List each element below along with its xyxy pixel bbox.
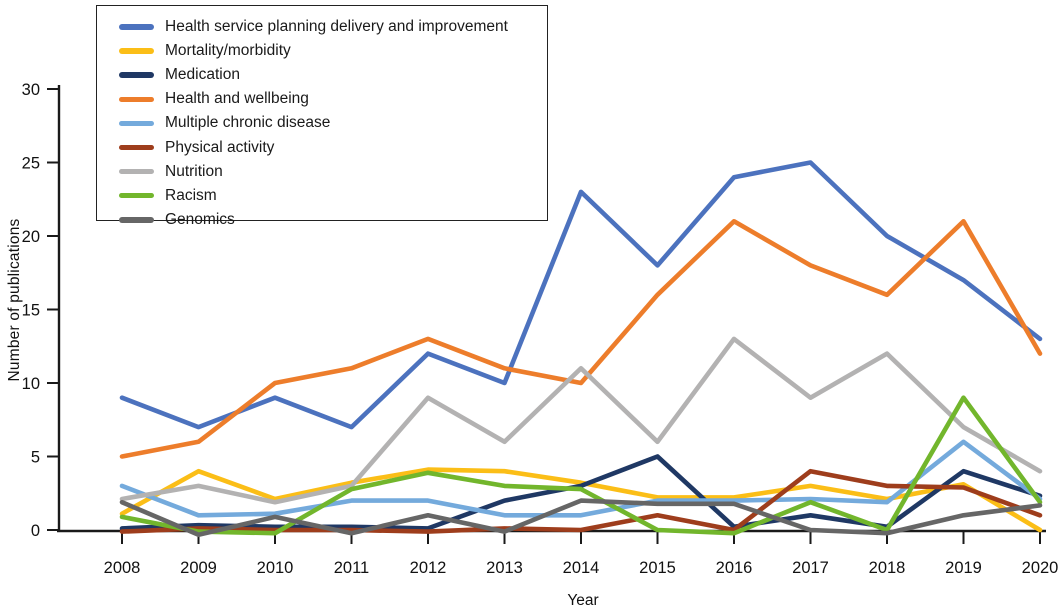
legend-label-racism: Racism bbox=[165, 186, 217, 204]
x-tick-label: 2016 bbox=[716, 559, 753, 577]
x-tick-label: 2013 bbox=[486, 559, 523, 577]
legend-swatch-genomics bbox=[119, 217, 154, 223]
y-tick-label: 30 bbox=[22, 81, 40, 99]
legend-item-genomics: Genomics bbox=[97, 208, 547, 232]
legend-label-nutrition: Nutrition bbox=[165, 162, 223, 180]
x-tick-label: 2008 bbox=[104, 559, 141, 577]
y-tick-label: 15 bbox=[22, 302, 40, 320]
legend-swatch-mortality-morbidity bbox=[119, 48, 154, 54]
legend-swatch-medication bbox=[119, 72, 154, 78]
x-tick-label: 2011 bbox=[334, 559, 369, 577]
legend-item-medication: Medication bbox=[97, 63, 547, 87]
legend-label-medication: Medication bbox=[165, 66, 240, 84]
x-tick-label: 2015 bbox=[639, 559, 676, 577]
legend-swatch-nutrition bbox=[119, 168, 154, 175]
x-tick-label: 2019 bbox=[945, 559, 982, 577]
x-tick-label: 2010 bbox=[257, 559, 294, 577]
series-line-health-service-planning-delivery-and-improvement bbox=[119, 160, 1043, 430]
y-axis-title: Number of publications bbox=[6, 218, 23, 382]
series-line-nutrition bbox=[119, 336, 1043, 505]
series-line-health-and-wellbeing bbox=[119, 219, 1043, 459]
legend-label-physical-activity: Physical activity bbox=[165, 138, 275, 156]
legend-swatch-racism bbox=[119, 192, 154, 199]
legend-swatch-health-and-wellbeing bbox=[119, 96, 154, 103]
y-tick-label: 0 bbox=[31, 522, 40, 540]
series-line-multiple-chronic-disease bbox=[119, 439, 1043, 518]
legend-label-genomics: Genomics bbox=[165, 210, 235, 228]
legend-label-health-service-planning-delivery-and-improvement: Health service planning delivery and imp… bbox=[165, 18, 508, 35]
y-tick-label: 5 bbox=[31, 449, 40, 467]
series-line-mortality-morbidity bbox=[119, 467, 1043, 533]
series-line-physical-activity bbox=[119, 468, 1043, 534]
legend-item-mortality-morbidity: Mortality/morbidity bbox=[97, 39, 547, 63]
legend: Health service planning delivery and imp… bbox=[96, 5, 548, 228]
legend-item-health-service-planning-delivery-and-improvement: Health service planning delivery and imp… bbox=[97, 15, 547, 39]
x-axis-title: Year bbox=[567, 592, 599, 609]
x-tick-label: 2014 bbox=[563, 559, 600, 577]
legend-item-physical-activity: Physical activity bbox=[97, 136, 547, 160]
series-line-racism bbox=[119, 395, 1043, 536]
x-tick-label: 2020 bbox=[1022, 559, 1059, 577]
x-tick-label: 2012 bbox=[410, 559, 447, 577]
legend-label-multiple-chronic-disease: Multiple chronic disease bbox=[165, 114, 331, 132]
x-tick-label: 2017 bbox=[792, 559, 829, 577]
legend-swatch-multiple-chronic-disease bbox=[119, 120, 154, 127]
legend-item-health-and-wellbeing: Health and wellbeing bbox=[97, 87, 547, 111]
legend-item-nutrition: Nutrition bbox=[97, 160, 547, 184]
legend-swatch-physical-activity bbox=[119, 144, 154, 151]
legend-label-health-and-wellbeing: Health and wellbeing bbox=[165, 90, 309, 108]
legend-swatch-health-service-planning-delivery-and-improvement bbox=[119, 24, 154, 30]
legend-label-mortality-morbidity: Mortality/morbidity bbox=[165, 42, 291, 60]
series-line-genomics bbox=[119, 498, 1043, 538]
legend-item-racism: Racism bbox=[97, 184, 547, 208]
y-tick-label: 10 bbox=[22, 375, 40, 393]
y-tick-label: 20 bbox=[22, 228, 40, 246]
x-tick-label: 2009 bbox=[180, 559, 217, 577]
y-tick-label: 25 bbox=[22, 155, 40, 173]
x-tick-label: 2018 bbox=[869, 559, 906, 577]
legend-item-multiple-chronic-disease: Multiple chronic disease bbox=[97, 111, 547, 135]
